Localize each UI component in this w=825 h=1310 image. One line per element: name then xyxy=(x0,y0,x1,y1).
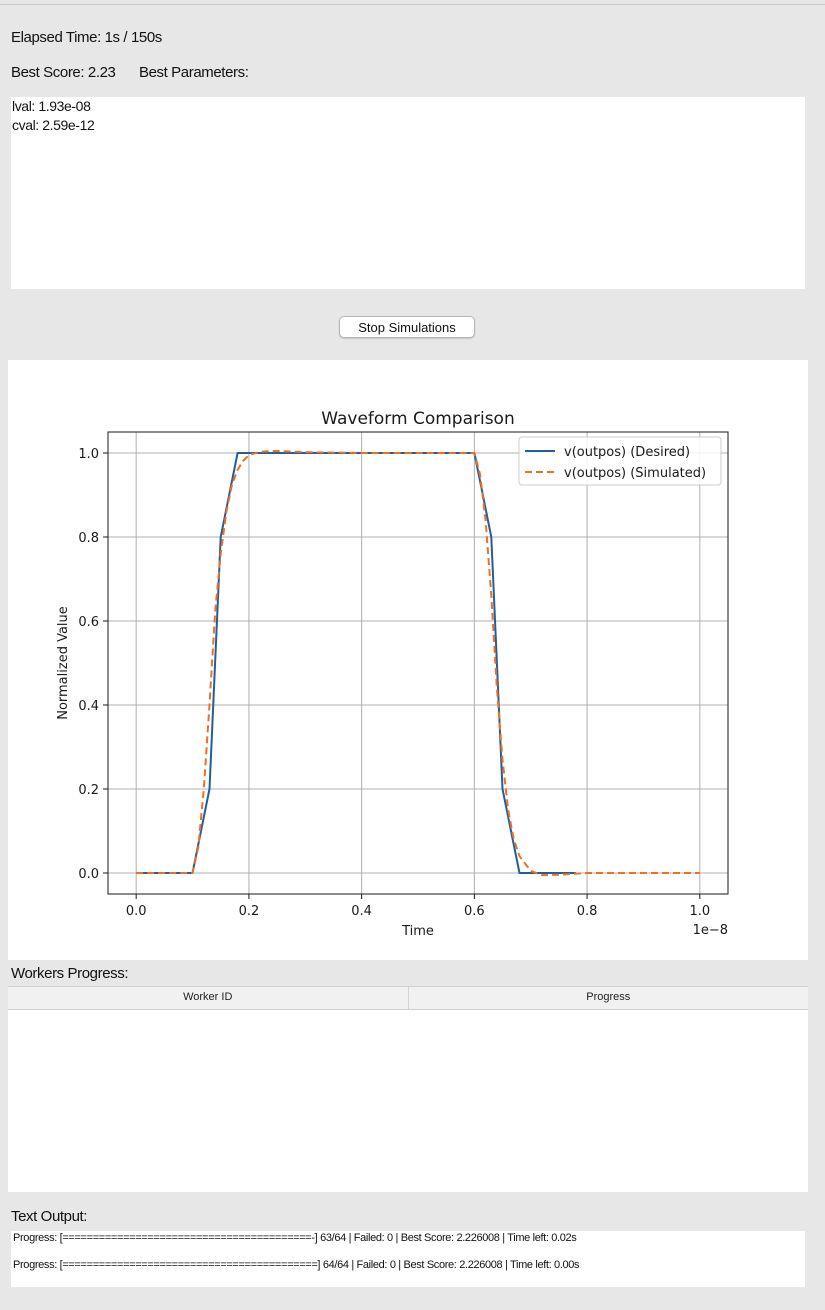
output-line: Progress: [=============================… xyxy=(13,1232,577,1244)
workers-progress-title: Workers Progress: xyxy=(11,965,129,982)
series-line-simulated xyxy=(136,449,700,877)
chart-legend: v(outpos) (Desired) v(outpos) (Simulated) xyxy=(518,436,722,486)
chart-series xyxy=(136,449,700,877)
workers-table[interactable]: Worker ID Progress xyxy=(8,986,808,1192)
chart-axes-frame xyxy=(107,431,729,895)
y-tick-label: 0.6 xyxy=(78,615,99,630)
x-tick-label: 0.8 xyxy=(577,904,598,919)
series-line-desired xyxy=(136,452,576,874)
best-parameters-box[interactable]: lval: 1.93e-08 cval: 2.59e-12 xyxy=(11,97,805,289)
column-header-worker-id[interactable]: Worker ID xyxy=(183,991,233,1003)
best-score: Best Score: 2.23 xyxy=(11,64,116,81)
chart-title: Waveform Comparison xyxy=(321,409,514,429)
text-output-box[interactable]: Progress: [=============================… xyxy=(11,1231,805,1287)
column-header-progress[interactable]: Progress xyxy=(407,987,809,1009)
waveform-chart: 0.0 0.2 0.4 0.6 0.8 1.0 0.0 0.2 0.4 0.6 0.8 1.0 Wav… xyxy=(56,409,729,939)
chart-grid xyxy=(108,432,728,894)
x-tick-label: 1.0 xyxy=(689,904,710,919)
y-tick-label: 0.2 xyxy=(78,783,99,798)
param-line-cval: cval: 2.59e-12 xyxy=(12,117,95,133)
x-tick-label: 0.4 xyxy=(351,904,372,919)
text-output-title: Text Output: xyxy=(11,1208,88,1225)
chart-x-axis-label: Time xyxy=(401,924,434,939)
waveform-chart-panel: 0.0 0.2 0.4 0.6 0.8 1.0 0.0 0.2 0.4 0.6 0.8 1.0 Wav… xyxy=(8,360,808,960)
legend-box xyxy=(518,436,722,486)
output-line: Progress: [=============================… xyxy=(13,1259,580,1271)
elapsed-time: Elapsed Time: 1s / 150s xyxy=(11,29,162,46)
workers-table-header: Worker ID Progress xyxy=(8,986,808,1010)
y-tick-label: 0.8 xyxy=(78,531,99,546)
x-tick-label: 0.6 xyxy=(464,904,485,919)
chart-ticks: 0.0 0.2 0.4 0.6 0.8 1.0 0.0 0.2 0.4 0.6 0.8 1.0 xyxy=(78,447,710,919)
y-tick-label: 0.0 xyxy=(78,867,99,882)
legend-label: v(outpos) (Desired) xyxy=(564,445,690,460)
x-tick-label: 0.0 xyxy=(126,904,147,919)
y-tick-label: 1.0 xyxy=(78,447,99,462)
chart-x-offset-text: 1e−8 xyxy=(693,923,728,938)
x-tick-label: 0.2 xyxy=(239,904,260,919)
y-tick-label: 0.4 xyxy=(78,699,99,714)
stop-simulations-button[interactable]: Stop Simulations xyxy=(339,316,475,338)
best-parameters-label: Best Parameters: xyxy=(139,64,249,81)
top-divider xyxy=(0,4,825,5)
chart-y-axis-label: Normalized Value xyxy=(56,606,71,720)
legend-label: v(outpos) (Simulated) xyxy=(564,466,706,481)
param-line-lval: lval: 1.93e-08 xyxy=(12,98,91,114)
